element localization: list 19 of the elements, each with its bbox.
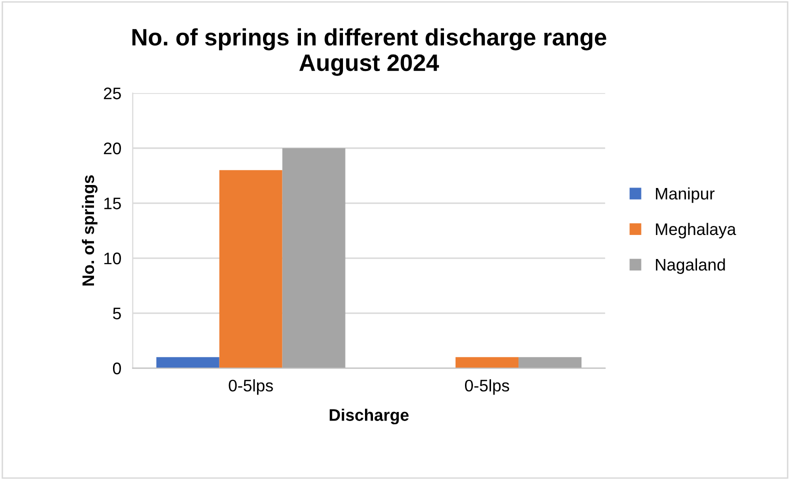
y-tick-label: 15 <box>104 198 121 210</box>
legend-label: Manipur <box>656 187 715 203</box>
bar <box>219 170 282 368</box>
y-tick-label: 5 <box>113 308 121 320</box>
y-tick-label: 25 <box>104 88 121 100</box>
y-tick-label: 0 <box>112 362 121 374</box>
x-axis-title: Discharge <box>330 408 409 424</box>
x-tick-label: 0-5lps <box>464 379 510 395</box>
y-tick-label: 10 <box>104 252 121 264</box>
bar <box>518 357 582 368</box>
legend-label: Meghalaya <box>656 222 736 238</box>
bar <box>456 357 519 368</box>
bar <box>156 357 220 368</box>
bar <box>282 148 346 368</box>
x-tick-label: 0-5lps <box>228 379 273 395</box>
y-tick-label: 20 <box>104 142 121 154</box>
legend-label: Nagaland <box>656 258 725 274</box>
y-axis-title: No. of springs <box>82 175 98 286</box>
chart-title: No. of springs in different discharge range August 2024 <box>132 28 606 76</box>
